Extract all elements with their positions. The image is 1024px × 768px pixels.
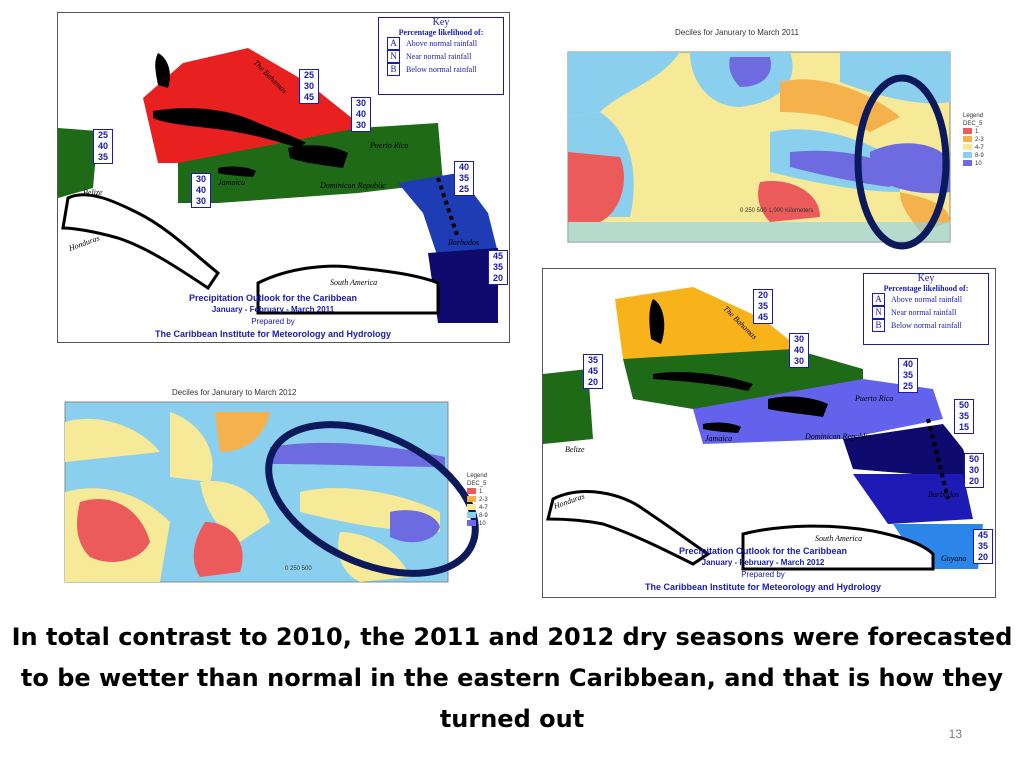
belize-zone — [543, 369, 593, 444]
zone-values-hispaniola: 40 35 25 — [898, 358, 918, 393]
key-row-below: B Below normal rainfall — [387, 63, 503, 76]
outlook-2011-credit: Precipitation Outlook for the Caribbean … — [143, 292, 403, 340]
slide-number: 13 — [948, 727, 962, 741]
zone-values-guyana: 45 35 20 — [973, 529, 993, 564]
outlook-2011-prepared: Prepared by — [251, 317, 295, 326]
deciles-2012-legend: Legend DEC_5 1 2-3 4-7 8-9 10 — [467, 473, 488, 527]
windward-zone — [853, 474, 973, 524]
antilles-chain — [436, 177, 460, 239]
jamaica-landmass — [703, 422, 741, 433]
guyana-label: Guyana — [941, 554, 966, 563]
legend-key-2012: Key Percentage likelihood of: A Above nor… — [863, 273, 989, 345]
key-row-near: N Near normal rainfall — [387, 50, 503, 63]
outlook-2011-period: January - February - March 2011 — [211, 305, 335, 314]
zone-values-bahamas: 25 30 45 — [299, 69, 319, 104]
central-america-coast — [546, 490, 711, 566]
deciles-2012-field — [64, 401, 479, 583]
belize-zone — [58, 128, 98, 198]
belize-label: Belize — [83, 188, 103, 197]
florida-coast — [155, 53, 170, 88]
dominican-label: Dominican Republic — [319, 181, 386, 190]
zone-values-cuba: 30 40 30 — [789, 333, 809, 368]
deciles-map-2012: Deciles for Janurary to March 2012 Legen… — [40, 382, 495, 606]
highlight-ellipse-2012 — [265, 421, 479, 577]
zone-values-windward: 50 30 20 — [964, 453, 984, 488]
outlook-2011-title: Precipitation Outlook for the Caribbean — [188, 293, 358, 303]
jamaica-label: Jamaica — [218, 178, 245, 187]
antilles-chain — [926, 418, 950, 500]
legend-key-2011: Key Percentage likelihood of: A Above nor… — [378, 17, 504, 95]
deciles-2011-field — [567, 51, 951, 250]
jamaica-label: Jamaica — [705, 434, 732, 443]
key-row-above: A Above normal rainfall — [387, 37, 503, 50]
outlook-map-2012: The Bahamas Belize Honduras Jamaica Puer… — [542, 268, 996, 598]
deciles-2011-title: Deciles for Janurary to March 2011 — [675, 28, 799, 37]
bahamas-zone — [143, 48, 358, 163]
zone-values-belize: 25 40 35 — [93, 129, 113, 164]
south-america-coast — [741, 524, 935, 571]
outlook-2011-org: The Caribbean Institute for Meteorology … — [154, 329, 392, 339]
outlook-2012-title: Precipitation Outlook for the Caribbean — [678, 546, 848, 556]
deciles-map-2011: Deciles for Janurary to March 2011 Legen… — [540, 22, 1000, 250]
zone-values-leeward: 50 35 15 — [954, 399, 974, 434]
barbados-zone — [428, 248, 498, 323]
florida-coast — [649, 299, 665, 344]
zone-values-leeward: 40 35 25 — [454, 161, 474, 196]
puerto-rico-label: Puerto Rico — [854, 394, 893, 403]
hispaniola-landmass — [768, 396, 828, 417]
highlight-ellipse-2011 — [854, 74, 950, 250]
deciles-2011-legend: Legend DEC_5 1 2-3 4-7 8-9 10 — [963, 113, 984, 167]
cuba-landmass — [153, 108, 306, 148]
puerto-rico-label: Puerto Rico — [369, 141, 408, 150]
outlook-2011-map-graphic: The Bahamas Belize Honduras Jamaica Puer… — [58, 48, 498, 323]
barbados-label: Barbados — [928, 490, 959, 499]
outlook-2012-credit: Precipitation Outlook for the Caribbean … — [613, 545, 913, 593]
zone-values-jamaica: 30 40 30 — [191, 173, 211, 208]
belize-label: Belize — [565, 445, 585, 454]
outlook-map-2011: The Bahamas Belize Honduras Jamaica Puer… — [57, 12, 510, 343]
cuba-landmass — [653, 372, 753, 391]
zone-values-barbados: 45 35 20 — [488, 250, 508, 285]
jamaica-landmass — [218, 166, 256, 177]
deciles-2012-title: Deciles for Janurary to March 2012 — [172, 388, 297, 397]
outlook-2012-prepared: Prepared by — [741, 570, 785, 579]
dominican-label: Dominican Republic — [804, 432, 871, 441]
outlook-2012-org: The Caribbean Institute for Meteorology … — [644, 582, 882, 592]
deciles-2012-scale: 0 250 500 — [285, 566, 312, 572]
hispaniola-landmass — [288, 145, 348, 168]
outlook-2012-period: January - February - March 2012 — [701, 558, 825, 567]
central-america-coast — [61, 193, 221, 291]
honduras-label: Honduras — [67, 233, 101, 253]
deciles-2011-scale: 0 250 500 1,000 Kilometers — [740, 208, 814, 214]
zone-values-bahamas: 20 35 45 — [753, 289, 773, 324]
bahamas-zone — [615, 287, 813, 369]
key-title: Key — [432, 17, 450, 28]
leeward-zone — [843, 424, 973, 479]
key-subtitle: Percentage likelihood of: — [398, 28, 484, 37]
slide-caption: In total contrast to 2010, the 2011 and … — [11, 623, 1013, 733]
south-america-label: South America — [330, 278, 377, 287]
south-america-coast — [256, 264, 440, 315]
barbados-label: Barbados — [448, 238, 479, 247]
zone-values-belize: 35 45 20 — [583, 354, 603, 389]
south-america-label: South America — [815, 534, 862, 543]
zone-values-hispaniola: 30 40 30 — [351, 97, 371, 132]
